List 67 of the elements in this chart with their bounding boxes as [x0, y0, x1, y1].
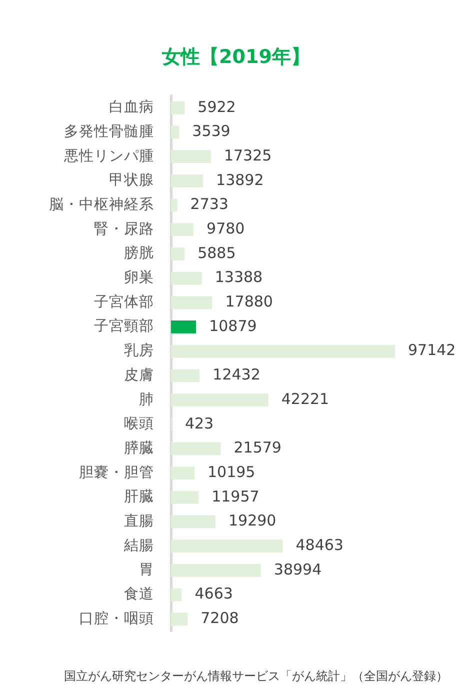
bar — [171, 101, 185, 114]
chart-title: 女性【2019年】 — [161, 45, 311, 70]
y-tick-label: 口腔・咽頭 — [79, 610, 154, 627]
data-label: 10879 — [209, 316, 257, 335]
bar — [171, 369, 200, 382]
y-tick-label: 乳房 — [124, 342, 154, 360]
bar — [171, 612, 188, 626]
bar — [171, 223, 194, 236]
y-tick-label: 皮膚 — [124, 366, 154, 384]
data-label: 97142 — [408, 341, 456, 360]
y-tick-label: 胆嚢・胆管 — [79, 464, 154, 481]
y-tick-label: 悪性リンパ腫 — [63, 147, 154, 164]
bar — [171, 442, 221, 456]
y-tick-label: 喉頭 — [124, 416, 154, 432]
bar — [171, 320, 196, 334]
y-tick-label: 卵巣 — [124, 269, 154, 286]
y-tick-label: 腎・尿路 — [94, 220, 154, 238]
y-tick-label: 膀胱 — [124, 244, 154, 262]
text: 国立がん研究センターがん情報サービス「がん統計」（全国がん登録） — [63, 668, 448, 685]
y-tick-label: 子宮体部 — [94, 293, 154, 310]
data-label: 13892 — [216, 170, 264, 189]
bar — [171, 540, 283, 553]
data-label: 38994 — [274, 560, 322, 578]
data-label: 7208 — [200, 609, 239, 628]
data-label: 17325 — [224, 146, 272, 164]
bar — [171, 150, 211, 164]
data-label: 2733 — [190, 195, 228, 214]
bar — [171, 515, 216, 528]
data-label: 5922 — [198, 98, 236, 116]
y-tick-label: 甲状腺 — [109, 172, 154, 189]
data-label: 3539 — [192, 122, 230, 140]
bar — [171, 466, 195, 480]
y-tick-label: 直腸 — [124, 512, 154, 530]
bar — [171, 344, 395, 358]
y-tick-label: 結腸 — [123, 538, 154, 554]
y-tick-label: 白血病 — [109, 98, 154, 116]
data-label: 9780 — [206, 219, 245, 238]
data-label: 423 — [184, 414, 214, 432]
data-label: 10195 — [208, 462, 256, 481]
bar — [171, 126, 180, 139]
bar — [171, 247, 185, 260]
data-label: 19290 — [228, 512, 276, 530]
bar — [171, 490, 199, 504]
y-tick-label: 胃 — [139, 562, 154, 578]
bar — [171, 174, 204, 188]
y-tick-label: 肺 — [139, 390, 154, 408]
y-tick-label: 食道 — [124, 586, 154, 603]
y-tick-label: 膵臓 — [124, 439, 154, 456]
bar — [171, 198, 178, 212]
data-label: 48463 — [296, 536, 344, 554]
bar — [171, 272, 202, 285]
data-label: 17880 — [225, 292, 273, 311]
data-label: 13388 — [214, 268, 263, 286]
y-tick-label: 肝臓 — [124, 488, 154, 506]
bar — [171, 564, 261, 577]
data-label: 11957 — [212, 487, 260, 506]
data-label: 5885 — [198, 244, 236, 262]
data-label: 42221 — [281, 390, 330, 408]
y-tick-label: 多発性骨髄腫 — [64, 122, 154, 140]
data-label: 21579 — [234, 438, 282, 457]
y-tick-label: 子宮頸部 — [94, 318, 154, 335]
bar — [171, 588, 182, 602]
bar — [171, 296, 212, 310]
bar — [171, 394, 268, 406]
data-label: 12432 — [212, 366, 260, 384]
y-tick-label: 脳・中枢神経系 — [49, 196, 154, 214]
data-label: 4663 — [194, 584, 233, 603]
